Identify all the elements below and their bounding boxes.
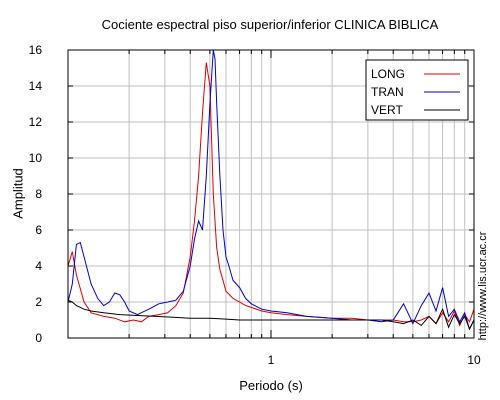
series-line-long bbox=[67, 62, 475, 327]
axis-ticks: 0 2 4 6 8 10 12 14 16 1 10 bbox=[29, 43, 481, 367]
y-tick-label: 10 bbox=[29, 151, 43, 165]
legend: LONG TRAN VERT bbox=[365, 59, 469, 121]
y-tick-label: 16 bbox=[29, 43, 43, 57]
y-tick-label: 2 bbox=[35, 295, 42, 309]
legend-label-vert: VERT bbox=[371, 103, 403, 117]
chart-title: Cociente espectral piso superior/inferio… bbox=[101, 17, 439, 32]
series-lines bbox=[67, 49, 475, 331]
y-tick-label: 4 bbox=[35, 259, 42, 273]
series-line-tran bbox=[67, 49, 475, 331]
x-tick-label: 10 bbox=[467, 353, 481, 367]
series-line-vert bbox=[67, 299, 475, 331]
y-tick-label: 0 bbox=[35, 331, 42, 345]
x-tick-label: 1 bbox=[268, 353, 275, 367]
legend-label-long: LONG bbox=[371, 67, 405, 81]
y-tick-label: 6 bbox=[35, 223, 42, 237]
y-axis-label: Amplitud bbox=[10, 168, 26, 219]
x-axis-label: Periodo (s) bbox=[239, 378, 303, 393]
source-url[interactable]: http://www.lis.ucr.ac.cr bbox=[477, 231, 489, 341]
y-tick-label: 8 bbox=[35, 187, 42, 201]
y-tick-label: 12 bbox=[29, 115, 43, 129]
y-tick-label: 14 bbox=[29, 79, 43, 93]
legend-label-tran: TRAN bbox=[371, 85, 404, 99]
